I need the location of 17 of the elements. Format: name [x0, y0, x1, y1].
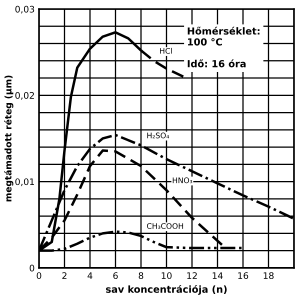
y-tick-label: 0: [30, 264, 34, 272]
x-tick-label: 0: [36, 272, 42, 280]
x-tick-label: 12: [187, 272, 197, 279]
y-axis-title: megtámadott réteg (µm): [4, 76, 14, 202]
y-tick-label: 0,02: [15, 92, 34, 100]
y-tick-label: 0,03: [15, 6, 34, 14]
x-tick-label: 14: [212, 272, 223, 279]
text: Hőmérséklet: 100 °C Idő: 16 óra: [188, 26, 260, 68]
x-tick-label: 10: [162, 272, 172, 280]
x-tick-label: 8: [138, 272, 144, 280]
x-tick-label: 2: [62, 272, 66, 279]
y-tick-label: 0,01: [15, 178, 34, 186]
x-tick-label: 4: [88, 272, 92, 279]
x-axis-title: sav koncentrációja (n): [106, 284, 227, 295]
x-tick-label: 16: [238, 272, 248, 280]
x-tick-label: 18: [264, 272, 274, 280]
x-tick-label: 6: [113, 272, 118, 280]
